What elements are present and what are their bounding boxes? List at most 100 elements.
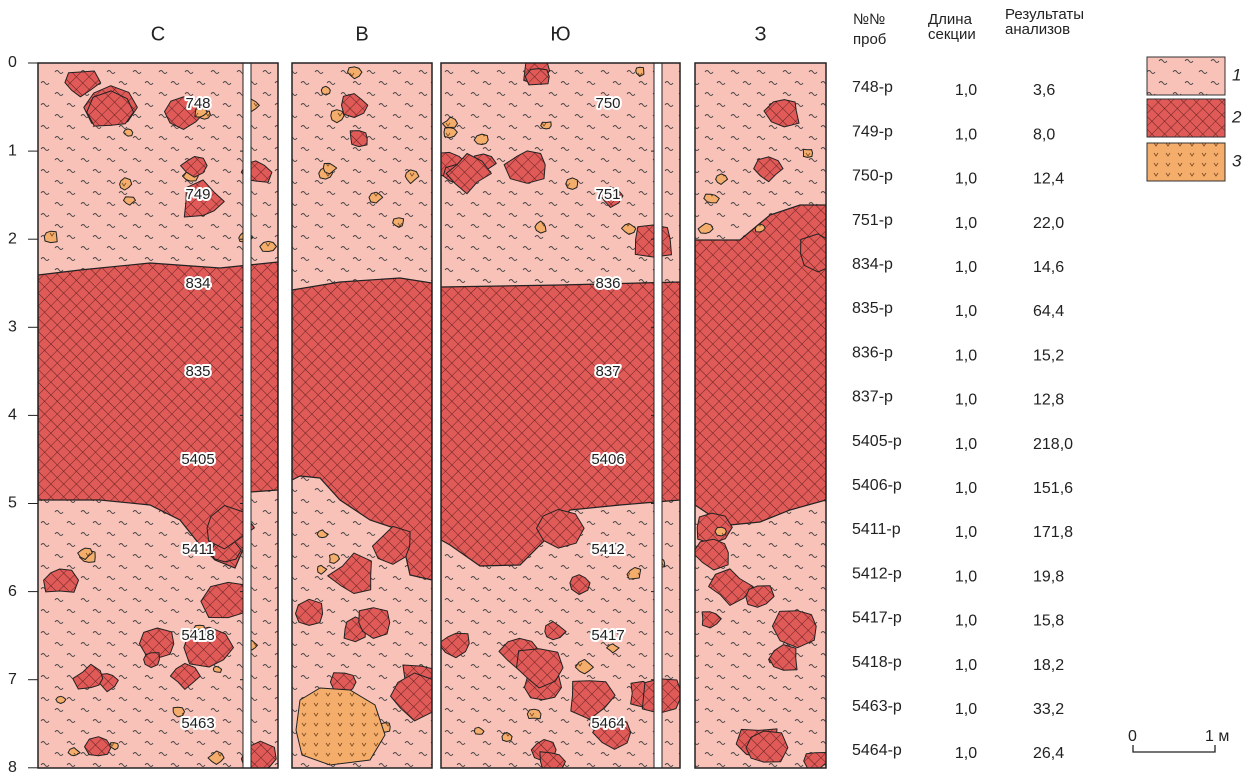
mineral-grain [473,726,485,735]
sample-label: 5405 [181,451,214,468]
depth-label: 6 [8,583,17,600]
depth-label: 1 [8,142,17,159]
depth-label: 0 [8,54,17,71]
column-title: В [355,23,368,45]
mineral-grain [635,66,645,77]
analysis-result: 18,2 [1033,657,1064,674]
sample-strip [653,63,663,768]
ore-fragment [169,662,201,690]
sample-id: 834-р [852,256,893,273]
mineral-grain [606,643,620,654]
ore-fragment [524,68,550,86]
sample-label: 5406 [591,451,624,468]
mineral-grain [526,708,542,720]
ore-fragment [390,672,432,722]
legend-label: 3 [1232,151,1242,170]
ore-fragment [341,93,369,118]
ore-fragment [800,233,826,273]
ore-fragment [503,150,546,184]
ore-fragment [745,730,789,763]
section-length: 1,0 [955,347,977,364]
ore-fragment [696,512,733,544]
mineral-grain [714,526,727,537]
ore-fragment [771,610,817,649]
legend-swatch [1146,56,1226,96]
mineral-grain [404,169,420,185]
sample-label: 748 [185,95,210,112]
mineral-grain [802,148,813,158]
ore-fragment [327,552,372,594]
mineral-grain [109,742,119,751]
analysis-result: 171,8 [1033,524,1073,541]
mineral-grain [703,193,720,204]
sample-id: 5406-р [852,477,902,494]
ore-fragment [592,717,632,750]
analysis-result: 15,8 [1033,613,1064,630]
section-length: 1,0 [955,568,977,585]
column [441,63,680,768]
scale-start: 0 [1128,728,1137,745]
ore-fragment [708,568,754,606]
column [695,63,826,768]
ore-fragment [143,652,160,669]
ore-fragment [86,90,135,127]
sample-id: 5417-р [852,610,902,627]
mineral-grain [123,128,134,137]
ore-fragment [349,130,368,148]
mineral-grain [77,547,93,560]
sample-label: 5464 [591,715,624,732]
sample-strip [242,63,252,768]
mineral-grain [621,223,637,235]
sample-label: 5463 [181,715,214,732]
ore-fragment [183,626,234,668]
mineral-grain [194,107,208,118]
ore-fragment [180,156,208,178]
table-header: анализов [1005,21,1070,38]
sample-label: 749 [185,186,210,203]
ore-fragment [445,153,492,195]
mineral-grain [501,731,513,742]
analysis-result: 26,4 [1033,745,1064,762]
mineral-grain [347,66,363,80]
analysis-result: 12,8 [1033,392,1064,409]
mineral-grain [67,747,81,757]
sample-label: 5417 [591,627,624,644]
analysis-result: 22,0 [1033,215,1064,232]
sample-id: 748-р [852,79,893,96]
mineral-grain [119,177,133,191]
ore-fragment [200,581,251,619]
section-length: 1,0 [955,82,977,99]
sample-id: 5411-р [852,521,901,538]
ore-fragment [569,574,591,595]
ore-fragment [695,538,729,571]
mineral-grain [322,162,338,175]
mineral-grain [442,116,458,128]
sample-id: 836-р [852,344,893,361]
analysis-result: 33,2 [1033,701,1064,718]
ore-fragment [295,598,324,626]
column-title: З [754,23,766,45]
sample-label: 836 [595,275,620,292]
mineral-grain [55,695,67,704]
ore-fragment [72,663,104,690]
mineral-grain [172,706,185,718]
mineral-grain [534,220,547,234]
ore-fragment [570,680,616,720]
section-length: 1,0 [955,701,977,718]
ore-fragment [768,644,798,671]
sample-id: 837-р [852,389,893,406]
mineral-grain [392,217,405,228]
analysis-result: 19,8 [1033,568,1064,585]
column-frame [440,62,681,769]
mineral-grain [574,659,594,675]
scale-bar: 0 1 м [1128,728,1229,753]
legend-label: 2 [1231,107,1242,126]
mineral-grain [697,222,714,234]
table-header: проб [853,31,886,48]
depth-label: 5 [8,495,17,512]
analysis-result: 3,6 [1033,82,1055,99]
ore-fragment [372,525,411,565]
legend-label: 1 [1232,65,1241,84]
